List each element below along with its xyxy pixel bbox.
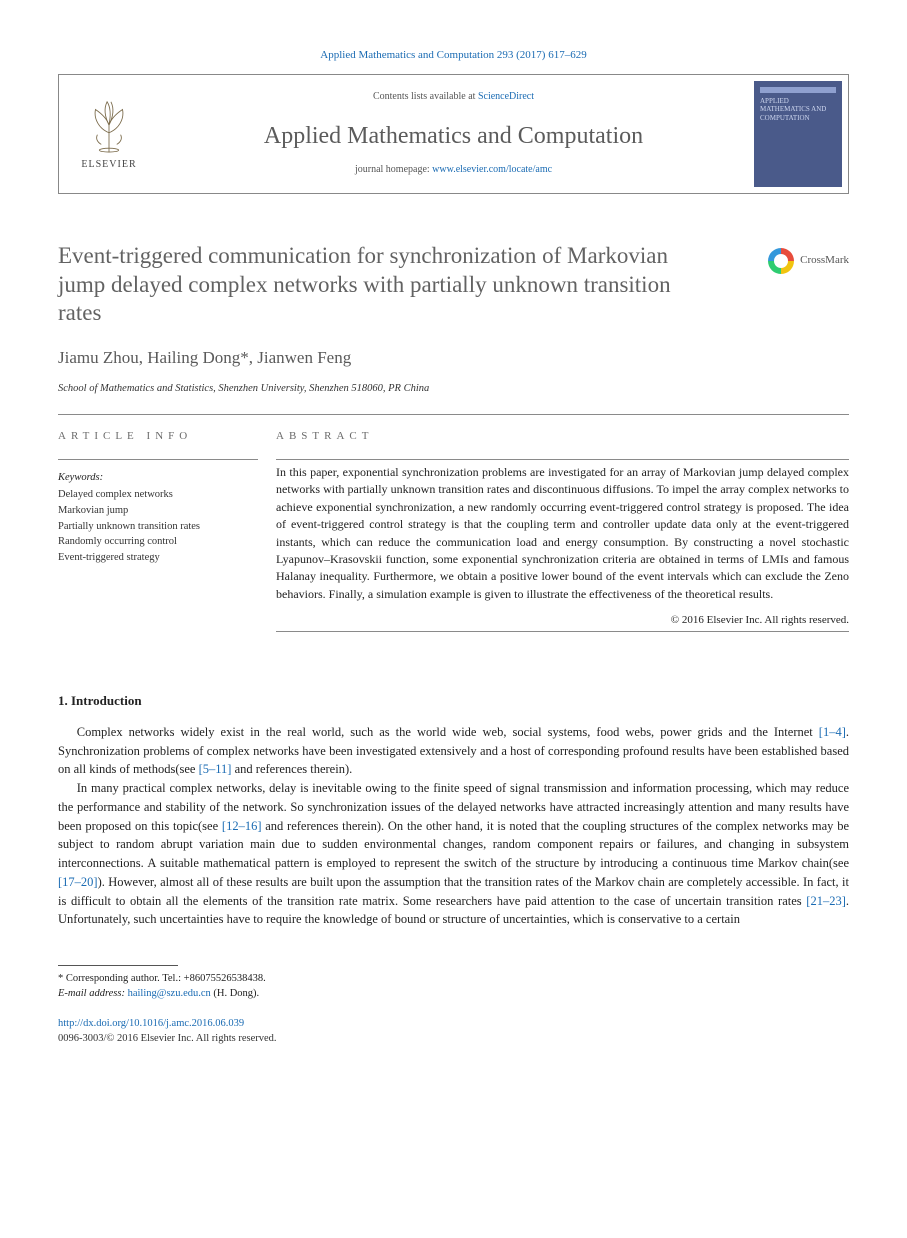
body-text: Complex networks widely exist in the rea… — [58, 723, 849, 929]
footnote-divider — [58, 965, 178, 966]
publisher-name: ELSEVIER — [81, 158, 136, 173]
journal-header: ELSEVIER Contents lists available at Sci… — [58, 74, 849, 194]
homepage-line: journal homepage: www.elsevier.com/locat… — [355, 163, 552, 178]
homepage-prefix: journal homepage: — [355, 164, 432, 175]
keyword: Partially unknown transition rates — [58, 519, 242, 535]
text-run: and references therein). — [231, 762, 352, 776]
corresponding-author-note: * Corresponding author. Tel.: +860755265… — [58, 972, 849, 987]
footnotes: * Corresponding author. Tel.: +860755265… — [58, 972, 849, 1001]
author-list: Jiamu Zhou, Hailing Dong*, Jianwen Feng — [58, 346, 849, 371]
paragraph: In many practical complex networks, dela… — [58, 779, 849, 929]
abstract-column: abstract In this paper, exponential sync… — [258, 415, 849, 650]
homepage-link[interactable]: www.elsevier.com/locate/amc — [432, 164, 552, 175]
section-heading-introduction: 1. Introduction — [58, 692, 849, 711]
citation-link[interactable]: [21–23] — [806, 894, 846, 908]
citation-link[interactable]: [1–4] — [819, 725, 846, 739]
abstract-copyright: © 2016 Elsevier Inc. All rights reserved… — [276, 613, 849, 629]
citation-link[interactable]: [5–11] — [199, 762, 232, 776]
citation-link[interactable]: [12–16] — [222, 819, 262, 833]
elsevier-tree-icon — [80, 96, 138, 154]
divider — [276, 459, 849, 460]
keyword: Event-triggered strategy — [58, 550, 242, 566]
keywords-label: Keywords: — [58, 470, 242, 485]
keyword: Randomly occurring control — [58, 534, 242, 550]
contents-available-line: Contents lists available at ScienceDirec… — [373, 90, 534, 105]
doi-link[interactable]: http://dx.doi.org/10.1016/j.amc.2016.06.… — [58, 1018, 244, 1029]
email-suffix: (H. Dong). — [211, 988, 259, 999]
email-link[interactable]: hailing@szu.edu.cn — [128, 988, 211, 999]
affiliation: School of Mathematics and Statistics, Sh… — [58, 381, 849, 396]
crossmark-label: CrossMark — [800, 253, 849, 269]
running-citation: Applied Mathematics and Computation 293 … — [58, 48, 849, 64]
publisher-logo: ELSEVIER — [59, 75, 159, 193]
keyword: Delayed complex networks — [58, 487, 242, 503]
journal-title: Applied Mathematics and Computation — [264, 119, 643, 154]
contents-prefix: Contents lists available at — [373, 91, 478, 102]
divider — [276, 631, 849, 632]
keyword: Markovian jump — [58, 503, 242, 519]
article-title: Event-triggered communication for synchr… — [58, 242, 678, 328]
article-info-column: article info Keywords: Delayed complex n… — [58, 415, 258, 650]
crossmark-icon — [768, 248, 794, 274]
text-run: ). However, almost all of these results … — [58, 875, 849, 908]
paragraph: Complex networks widely exist in the rea… — [58, 723, 849, 779]
issn-copyright: 0096-3003/© 2016 Elsevier Inc. All right… — [58, 1031, 849, 1046]
abstract-heading: abstract — [276, 429, 849, 445]
cover-text: APPLIED MATHEMATICS AND COMPUTATION — [760, 97, 836, 122]
sciencedirect-link[interactable]: ScienceDirect — [478, 91, 534, 102]
citation-link[interactable]: [17–20] — [58, 875, 98, 889]
text-run: Complex networks widely exist in the rea… — [77, 725, 819, 739]
email-label: E-mail address: — [58, 988, 128, 999]
email-line: E-mail address: hailing@szu.edu.cn (H. D… — [58, 987, 849, 1002]
doi-block: http://dx.doi.org/10.1016/j.amc.2016.06.… — [58, 1016, 849, 1046]
crossmark-badge[interactable]: CrossMark — [768, 248, 849, 274]
abstract-text: In this paper, exponential synchronizati… — [276, 464, 849, 603]
article-info-heading: article info — [58, 429, 242, 445]
journal-cover-thumbnail: APPLIED MATHEMATICS AND COMPUTATION — [754, 81, 842, 187]
